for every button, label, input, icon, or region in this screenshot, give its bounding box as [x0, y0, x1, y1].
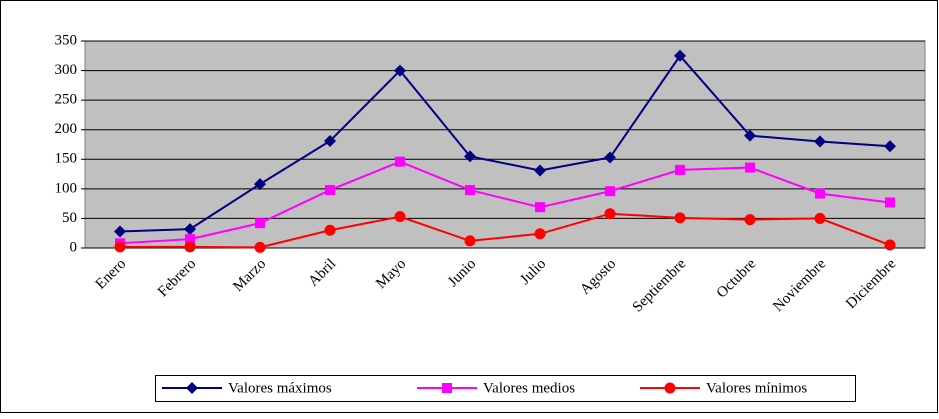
marker: [605, 186, 615, 197]
marker: [114, 225, 126, 238]
marker: [325, 185, 335, 196]
y-tick-label: 350: [55, 32, 78, 48]
marker: [185, 234, 195, 245]
series-line: [120, 212, 891, 249]
marker: [535, 202, 545, 213]
marker: [885, 197, 895, 208]
plot-area: [84, 40, 926, 249]
marker: [254, 241, 266, 253]
marker: [324, 224, 336, 236]
marker: [395, 156, 405, 167]
marker: [664, 382, 676, 394]
marker: [186, 382, 198, 394]
marker: [324, 134, 336, 147]
y-tick-label: 0: [70, 239, 78, 255]
y-tick-label: 200: [55, 121, 78, 137]
y-tick-label: 50: [62, 210, 77, 226]
marker: [815, 188, 825, 199]
marker: [814, 135, 826, 148]
marker: [465, 185, 475, 196]
marker: [394, 64, 406, 77]
marker: [744, 129, 756, 142]
marker: [394, 211, 406, 223]
y-tick-label: 100: [55, 180, 78, 196]
marker: [604, 151, 616, 164]
marker: [464, 150, 476, 163]
series-line: [119, 160, 891, 245]
marker: [884, 239, 896, 251]
marker: [674, 49, 686, 62]
series-line: [119, 54, 891, 233]
marker: [442, 383, 452, 393]
legend-label: Valores medios: [483, 380, 575, 396]
marker: [884, 140, 896, 153]
legend-label: Valores máximos: [228, 380, 332, 396]
marker: [745, 162, 755, 173]
y-tick-label: 150: [55, 151, 78, 167]
marker: [814, 212, 826, 224]
marker: [534, 164, 546, 177]
y-tick-label: 250: [55, 92, 78, 108]
y-tick-label: 300: [55, 62, 78, 78]
marker: [604, 208, 616, 220]
marker: [184, 223, 196, 236]
marker: [464, 235, 476, 247]
marker: [674, 212, 686, 224]
marker: [744, 214, 756, 226]
marker: [114, 241, 126, 253]
legend-label: Valores mínimos: [706, 380, 807, 396]
marker: [534, 228, 546, 240]
marker: [184, 241, 196, 253]
legend-box: [155, 375, 856, 402]
marker: [675, 164, 685, 175]
marker: [254, 178, 266, 191]
marker: [255, 218, 265, 229]
